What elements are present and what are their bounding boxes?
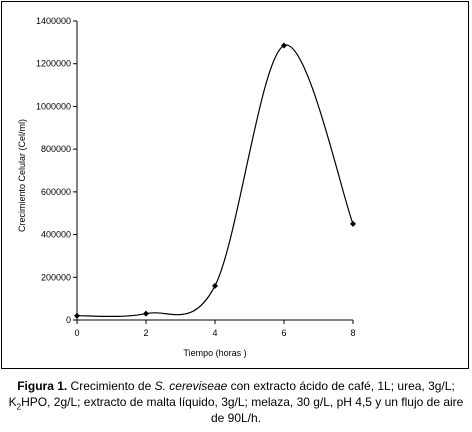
data-point-marker	[350, 220, 356, 227]
chart-tick-labels: 0 200000 400000 600000 800000 1000000 1200000 1…	[36, 16, 356, 338]
caption-text-2: con extracto ácido de café, 1L; urea, 3g…	[8, 379, 455, 409]
x-tick-label: 8	[350, 328, 355, 338]
chart-series	[74, 42, 356, 319]
y-tick-label: 200000	[41, 272, 71, 282]
line-chart: 0 200000 400000 600000 800000 1000000 1200000 1…	[17, 16, 356, 358]
chart-axes	[76, 21, 353, 321]
figure-caption: Figura 1. Crecimiento de S. cereviseae c…	[6, 378, 466, 426]
y-tick-label: 0	[66, 315, 71, 325]
y-tick-label: 1000000	[36, 101, 71, 111]
data-point-marker	[281, 42, 287, 49]
x-tick-label: 4	[212, 328, 217, 338]
y-tick-label: 800000	[41, 144, 71, 154]
y-axis-title: Crecimiento Celular (Cel/ml)	[17, 119, 27, 232]
figure-label: Figura 1.	[17, 379, 68, 393]
chart-ticks	[73, 20, 354, 324]
data-point-marker	[212, 282, 218, 289]
x-tick-label: 6	[281, 328, 286, 338]
x-axis-title: Tiempo (horas )	[183, 348, 246, 358]
caption-text-1: Crecimiento de	[67, 379, 155, 393]
chart-frame	[1, 1, 469, 369]
x-tick-label: 2	[143, 328, 148, 338]
caption-subscript: 2	[16, 402, 22, 412]
series-line	[76, 44, 354, 318]
x-tick-label: 0	[74, 328, 79, 338]
data-point-marker	[74, 312, 80, 319]
y-tick-label: 600000	[41, 187, 71, 197]
data-point-marker	[143, 310, 149, 317]
y-tick-label: 1200000	[36, 59, 71, 69]
y-tick-label: 400000	[41, 230, 71, 240]
y-tick-label: 1400000	[36, 16, 71, 26]
caption-text-3: HPO, 2g/L; extracto de malta líquido, 3g…	[21, 395, 464, 425]
caption-species: S. cereviseae	[154, 379, 228, 393]
